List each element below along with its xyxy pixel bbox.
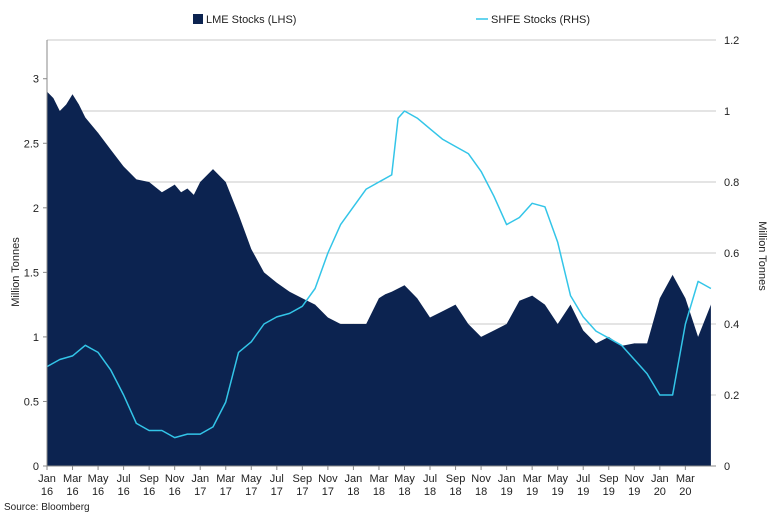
x-tick-label-year: 19: [628, 486, 640, 498]
x-tick-label-month: Nov: [471, 473, 491, 485]
x-tick-label-year: 19: [500, 486, 512, 498]
x-tick-label-month: Sep: [446, 473, 466, 485]
legend-label-shfe: SHFE Stocks (RHS): [491, 14, 590, 26]
y-left-tick-label: 0.5: [24, 396, 39, 408]
source-note: Source: Bloomberg: [4, 502, 90, 513]
x-tick-label-month: Jan: [191, 473, 209, 485]
x-tick-label-year: 16: [169, 486, 181, 498]
x-tick-label-year: 17: [271, 486, 283, 498]
x-tick-label-year: 16: [92, 486, 104, 498]
x-tick-label-year: 19: [526, 486, 538, 498]
y-right-tick-label: 0.8: [724, 177, 739, 189]
y-right-tick-label: 0.4: [724, 319, 739, 331]
x-tick-label-year: 17: [296, 486, 308, 498]
x-tick-label-year: 16: [66, 486, 78, 498]
x-tick-label-month: May: [394, 473, 415, 485]
x-tick-label-month: Jul: [423, 473, 437, 485]
x-tick-label-month: Mar: [216, 473, 235, 485]
x-tick-label-month: Jul: [117, 473, 131, 485]
x-tick-label-year: 16: [143, 486, 155, 498]
x-tick-label-year: 20: [654, 486, 666, 498]
y-right-tick-label: 0.6: [724, 248, 739, 260]
x-tick-label-year: 16: [117, 486, 129, 498]
x-tick-label-month: Nov: [165, 473, 185, 485]
y-left-tick-label: 0: [33, 461, 39, 473]
y-left-tick-label: 1.5: [24, 267, 39, 279]
x-tick-label-year: 18: [373, 486, 385, 498]
x-tick-label-year: 18: [424, 486, 436, 498]
lme-stocks-area: [47, 91, 711, 466]
legend: LME Stocks (LHS) SHFE Stocks (RHS): [193, 14, 590, 26]
x-tick-label-year: 19: [603, 486, 615, 498]
x-tick-label-month: May: [88, 473, 109, 485]
y-left-tick-label: 1: [33, 332, 39, 344]
x-tick-label-month: Nov: [625, 473, 645, 485]
x-tick-label-year: 17: [220, 486, 232, 498]
x-tick-label-year: 19: [577, 486, 589, 498]
x-tick-label-year: 17: [194, 486, 206, 498]
x-tick-label-year: 19: [552, 486, 564, 498]
x-tick-label-month: Jul: [576, 473, 590, 485]
x-tick-label-year: 18: [449, 486, 461, 498]
x-tick-label-month: Sep: [599, 473, 619, 485]
axes: 00.511.522.5300.20.40.60.811.2Jan16Mar16…: [24, 35, 740, 498]
y-left-tick-label: 2.5: [24, 138, 39, 150]
x-tick-label-year: 18: [398, 486, 410, 498]
x-tick-label-year: 17: [245, 486, 257, 498]
x-tick-label-month: Mar: [523, 473, 542, 485]
x-tick-label-year: 17: [322, 486, 334, 498]
x-tick-label-month: Mar: [676, 473, 695, 485]
shfe-line-layer: [46, 110, 712, 439]
x-tick-label-month: Jan: [38, 473, 56, 485]
y-left-tick-label: 2: [33, 203, 39, 215]
x-tick-label-month: Jan: [498, 473, 516, 485]
x-tick-label-year: 18: [475, 486, 487, 498]
x-tick-label-month: Nov: [318, 473, 338, 485]
y-axis-left-title: Million Tonnes: [10, 237, 22, 307]
y-right-tick-label: 1.2: [724, 35, 739, 47]
legend-label-lme: LME Stocks (LHS): [206, 14, 296, 26]
x-tick-label-month: Jul: [270, 473, 284, 485]
x-tick-label-year: 20: [679, 486, 691, 498]
x-tick-label-year: 18: [347, 486, 359, 498]
legend-swatch-lme: [193, 14, 203, 24]
x-tick-label-month: Jan: [345, 473, 363, 485]
x-tick-label-month: Mar: [369, 473, 388, 485]
lme-area-layer: [46, 91, 712, 466]
x-tick-label-month: Mar: [63, 473, 82, 485]
x-tick-label-month: May: [547, 473, 568, 485]
x-tick-label-month: Jan: [651, 473, 669, 485]
x-tick-label-year: 16: [41, 486, 53, 498]
y-right-tick-label: 1: [724, 106, 730, 118]
x-tick-label-month: Sep: [293, 473, 313, 485]
y-right-tick-label: 0.2: [724, 390, 739, 402]
y-left-tick-label: 3: [33, 74, 39, 86]
y-axis-right-title: Million Tonnes: [756, 221, 768, 291]
y-right-tick-label: 0: [724, 461, 730, 473]
x-tick-label-month: Sep: [139, 473, 159, 485]
x-tick-label-month: May: [241, 473, 262, 485]
